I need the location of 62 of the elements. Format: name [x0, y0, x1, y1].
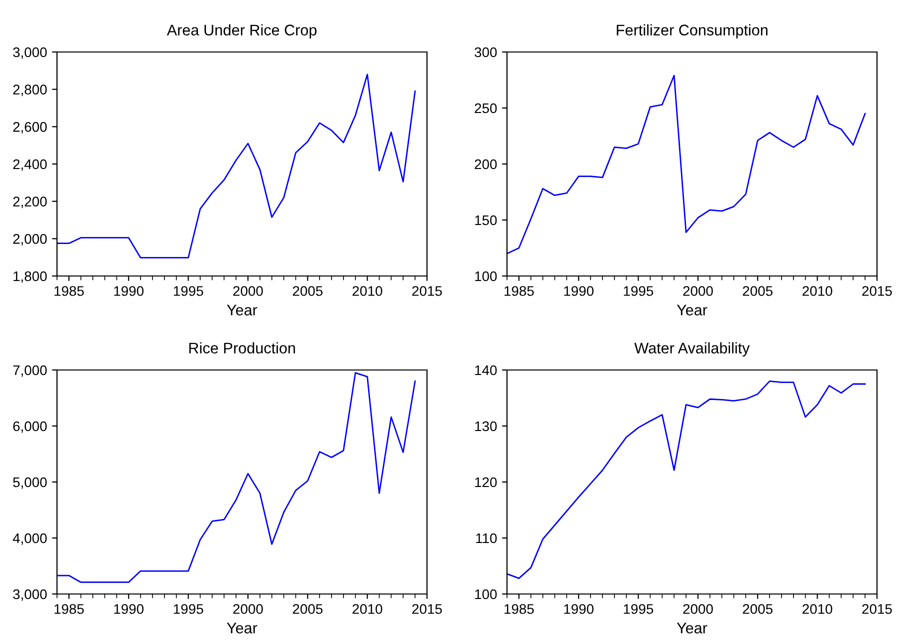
- x-tick-label: 2005: [742, 286, 773, 296]
- x-tick-label: 2000: [233, 286, 263, 296]
- y-tick-label: 300: [474, 47, 497, 58]
- y-tick-label: 2,200: [13, 196, 47, 208]
- x-tick-label: 2010: [802, 604, 832, 614]
- y-tick-label: 6,000: [13, 421, 47, 433]
- x-tick-label: 2005: [292, 604, 323, 614]
- chart-title: Fertilizer Consumption: [616, 24, 768, 39]
- chart-title: Water Availability: [634, 342, 750, 357]
- x-tick-label: 1990: [564, 286, 594, 296]
- y-tick-label: 4,000: [12, 533, 47, 545]
- y-tick-label: 110: [476, 533, 497, 544]
- x-tick-label: 2010: [352, 286, 382, 296]
- x-tick-label: 2015: [862, 286, 892, 296]
- y-tick-label: 5,000: [13, 477, 47, 489]
- x-axis-title: Year: [226, 622, 258, 634]
- x-tick-label: 1985: [54, 286, 84, 296]
- x-tick-label: 1995: [624, 604, 654, 614]
- x-tick-label: 2010: [802, 286, 832, 296]
- y-tick-label: 2,800: [13, 84, 47, 96]
- x-tick-label: 2005: [292, 286, 323, 296]
- y-tick-label: 1,800: [14, 271, 47, 283]
- y-tick-label: 3,000: [13, 589, 47, 601]
- x-tick-label: 2010: [352, 604, 382, 614]
- y-tick-label: 200: [474, 159, 497, 170]
- y-tick-label: 2,000: [13, 234, 47, 246]
- x-tick-label: 1985: [504, 286, 534, 296]
- y-tick-label: 250: [474, 103, 497, 114]
- y-tick-label: 130: [475, 421, 497, 432]
- x-tick-label: 1990: [564, 604, 594, 614]
- line-series: [57, 74, 416, 258]
- y-tick-label: 120: [475, 477, 497, 488]
- x-tick-label: 1995: [624, 286, 654, 296]
- x-tick-label: 1985: [54, 604, 84, 614]
- y-tick-label: 100: [475, 589, 497, 600]
- x-tick-label: 2000: [683, 604, 713, 614]
- x-tick-label: 2005: [742, 604, 773, 614]
- x-tick-label: 1995: [174, 604, 204, 614]
- y-tick-label: 100: [475, 271, 497, 282]
- y-tick-label: 3,000: [13, 47, 47, 59]
- y-tick-label: 2,600: [13, 122, 47, 134]
- chart-title: Area Under Rice Crop: [166, 24, 317, 39]
- x-tick-label: 1990: [114, 604, 144, 614]
- x-axis-title: Year: [676, 622, 708, 634]
- x-tick-label: 1990: [114, 286, 144, 296]
- x-tick-label: 2015: [412, 604, 442, 614]
- x-axis-title: Year: [676, 304, 708, 316]
- y-tick-label: 7,000: [13, 365, 47, 377]
- x-tick-label: 2000: [683, 286, 713, 296]
- x-tick-label: 1995: [174, 286, 204, 296]
- y-tick-label: 2,400: [13, 159, 47, 171]
- x-axis-title: Year: [226, 304, 258, 316]
- x-tick-label: 1985: [504, 604, 534, 614]
- line-series: [57, 372, 416, 583]
- line-series: [507, 74, 866, 254]
- chart-title: Rice Production: [189, 342, 295, 354]
- y-tick-label: 140: [475, 365, 497, 376]
- x-tick-label: 2000: [233, 604, 263, 614]
- x-tick-label: 2015: [412, 286, 442, 296]
- y-tick-label: 150: [475, 215, 497, 226]
- line-series: [507, 380, 866, 580]
- x-tick-label: 2015: [862, 604, 892, 614]
